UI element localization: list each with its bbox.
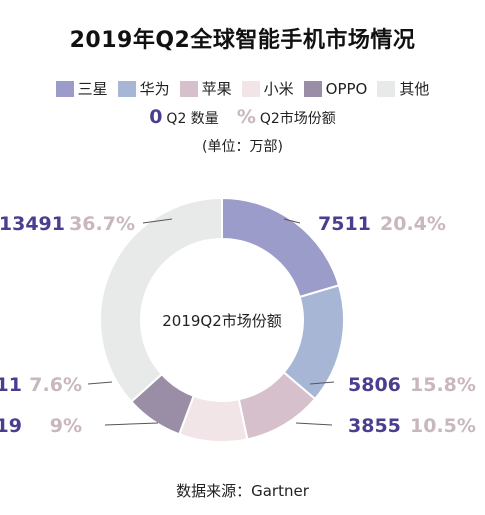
legend-label-samsung: 三星 bbox=[77, 80, 108, 98]
share-label-huawei: 15.8% bbox=[410, 374, 476, 396]
legend-item-samsung: 三星 bbox=[55, 78, 108, 99]
count-key: 0 Q2 数量 bbox=[149, 106, 219, 128]
legend-swatch-oppo bbox=[303, 80, 322, 97]
legend-swatch-xiaomi bbox=[241, 80, 260, 97]
unit-label: (单位：万部) bbox=[202, 139, 283, 155]
leader-line-samsung bbox=[283, 218, 301, 224]
legend-label-huawei: 华为 bbox=[139, 80, 170, 98]
leader-line-apple bbox=[295, 422, 333, 426]
value-label-oppo: 2811 bbox=[0, 374, 22, 396]
value-label-xiaomi: 3319 bbox=[0, 415, 22, 437]
legend-swatch-huawei bbox=[117, 80, 136, 97]
value-label-huawei: 5806 bbox=[348, 374, 401, 396]
count-key-label: Q2 数量 bbox=[166, 111, 219, 127]
share-label-apple: 10.5% bbox=[410, 415, 476, 437]
leader-line-oppo bbox=[87, 381, 113, 385]
share-label-samsung: 20.4% bbox=[380, 213, 446, 235]
share-key-label: Q2市场份额 bbox=[259, 111, 336, 127]
share-key-symbol: % bbox=[236, 106, 256, 128]
value-label-others: 13491 bbox=[0, 213, 65, 235]
share-label-others: 36.7% bbox=[69, 213, 135, 235]
legend-swatch-others bbox=[377, 80, 396, 97]
value-label-samsung: 7511 bbox=[318, 213, 371, 235]
share-label-xiaomi: 9% bbox=[50, 415, 82, 437]
legend-item-huawei: 华为 bbox=[117, 78, 170, 99]
legend-item-others: 其他 bbox=[377, 78, 429, 99]
chart-title: 2019年Q2全球智能手机市场情况 bbox=[69, 28, 416, 53]
value-label-apple: 3855 bbox=[348, 415, 401, 437]
share-key: % Q2市场份额 bbox=[237, 106, 336, 128]
value-key: 0 Q2 数量 % Q2市场份额 bbox=[0, 106, 485, 128]
legend: 三星 华为 苹果 小米 OPPO 其他 bbox=[0, 78, 485, 99]
leader-line-huawei bbox=[309, 381, 335, 385]
legend-label-xiaomi: 小米 bbox=[263, 80, 294, 98]
legend-label-apple: 苹果 bbox=[201, 80, 232, 98]
leader-line-others bbox=[142, 218, 173, 224]
source-note: 数据来源：Gartner bbox=[176, 482, 309, 500]
legend-item-apple: 苹果 bbox=[179, 78, 232, 99]
slice-others bbox=[99, 196, 223, 404]
share-label-oppo: 7.6% bbox=[29, 374, 82, 396]
legend-item-xiaomi: 小米 bbox=[241, 78, 294, 99]
legend-swatch-samsung bbox=[55, 80, 74, 97]
legend-item-oppo: OPPO bbox=[303, 79, 368, 98]
legend-swatch-apple bbox=[179, 80, 198, 97]
leader-line-xiaomi bbox=[104, 422, 159, 426]
center-label: 2019Q2市场份额 bbox=[162, 312, 282, 330]
legend-label-others: 其他 bbox=[399, 80, 430, 98]
legend-label-oppo: OPPO bbox=[325, 79, 368, 98]
count-key-symbol: 0 bbox=[149, 106, 163, 128]
